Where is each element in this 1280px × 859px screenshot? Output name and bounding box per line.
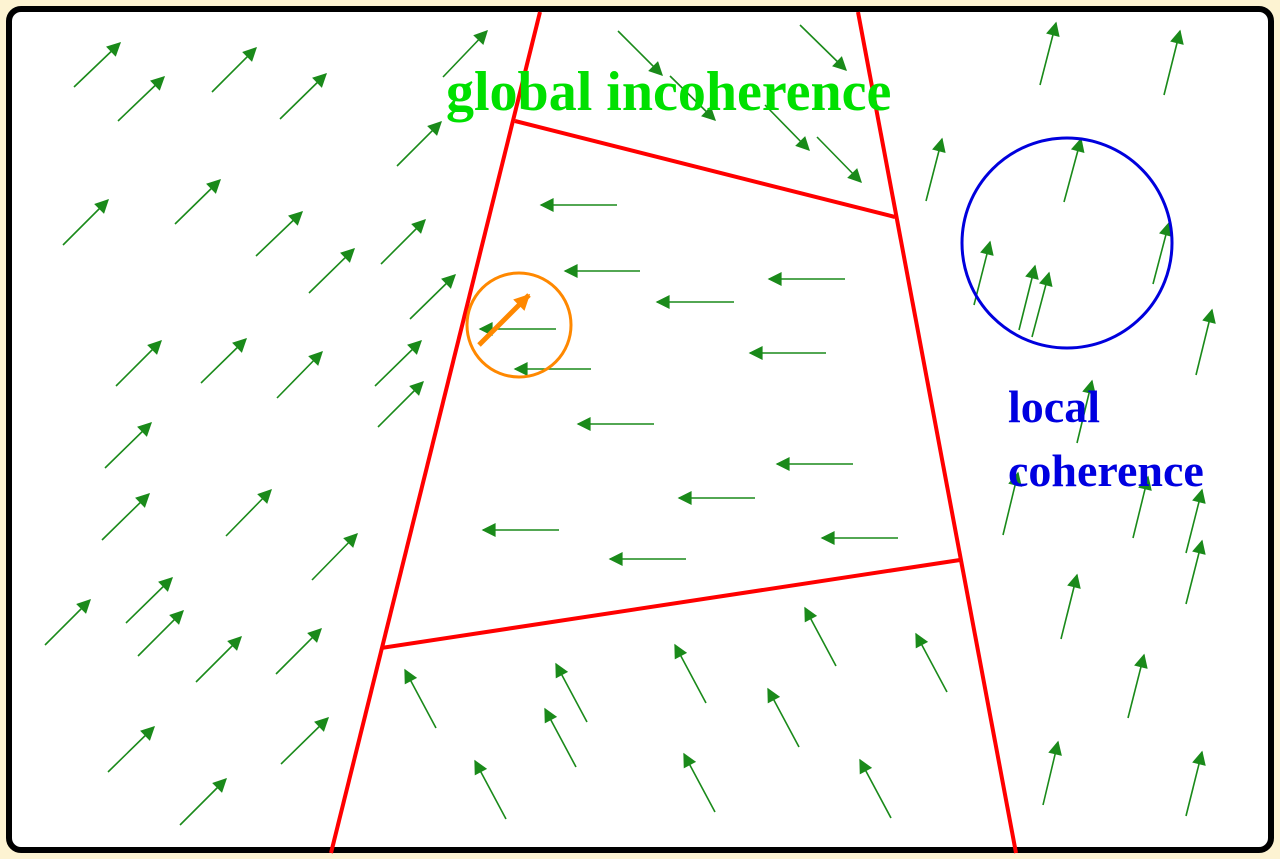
- arrow-icon: [107, 726, 156, 773]
- arrow-icon: [674, 643, 707, 704]
- arrow-icon: [764, 104, 810, 152]
- right-boundary-line: [856, 11, 1018, 854]
- arrow-icon: [280, 717, 330, 765]
- arrow-icon: [211, 47, 257, 93]
- local-coherence-label-line1: local: [1008, 381, 1100, 432]
- arrow-icon: [125, 577, 174, 624]
- arrow-icon: [1152, 221, 1173, 285]
- arrow-icon: [1195, 308, 1216, 376]
- arrow-icon: [669, 75, 717, 121]
- arrow-icon: [380, 219, 426, 265]
- arrow-icon: [404, 668, 437, 729]
- arrow-icon: [225, 488, 272, 537]
- arrow-icon: [1063, 137, 1085, 203]
- local-coherence-circle: [960, 136, 1174, 350]
- arrow-icon: [555, 662, 588, 723]
- arrow-icon: [311, 532, 358, 581]
- arrow-icon: [544, 707, 577, 768]
- local-coherence-label-line2: coherence: [1008, 445, 1204, 496]
- arrow-icon: [276, 350, 323, 399]
- arrow-icon: [409, 274, 457, 320]
- global-incoherence-label: global incoherence: [446, 61, 892, 123]
- arrow-icon: [255, 211, 304, 257]
- highlighted-arrow-icon: [477, 293, 531, 347]
- vector-arrows: [44, 21, 1216, 826]
- arrow-icon: [279, 73, 328, 120]
- arrow-icon: [195, 636, 242, 683]
- arrow-icon: [115, 340, 162, 387]
- left-boundary-line: [329, 11, 542, 854]
- arrow-icon: [174, 179, 222, 225]
- top-cross-line: [514, 119, 896, 219]
- arrow-icon: [1039, 21, 1060, 86]
- highlight-circle: [465, 271, 573, 379]
- arrow-icon: [767, 687, 800, 748]
- arrow-icon: [816, 136, 862, 184]
- arrow-icon: [1018, 264, 1039, 331]
- arrow-icon: [1002, 471, 1022, 536]
- arrow-icon: [474, 759, 507, 820]
- arrow-icon: [1076, 379, 1096, 444]
- arrow-icon: [101, 493, 151, 541]
- arrow-icon: [200, 338, 248, 384]
- arrow-icon: [1185, 488, 1206, 554]
- arrow-icon: [1031, 271, 1053, 338]
- region-boundaries: [329, 11, 1018, 854]
- arrow-icon: [1132, 475, 1152, 539]
- arrow-icon: [683, 752, 716, 813]
- arrow-icon: [1185, 539, 1206, 605]
- arrow-icon: [1185, 750, 1206, 817]
- arrow-icon: [1042, 740, 1062, 806]
- arrow-icon: [442, 29, 488, 78]
- arrow-icon: [804, 606, 837, 667]
- frame: [6, 6, 1274, 853]
- arrow-icon: [44, 599, 91, 646]
- arrow-icon: [396, 121, 442, 167]
- arrow-icon: [377, 381, 424, 428]
- arrow-icon: [925, 137, 946, 202]
- bottom-cross-line: [380, 558, 961, 650]
- arrow-icon: [137, 610, 184, 657]
- arrow-icon: [104, 422, 153, 469]
- arrow-icon: [73, 42, 122, 88]
- arrow-icon: [308, 248, 356, 294]
- arrow-icon: [374, 340, 423, 387]
- arrow-icon: [275, 628, 322, 675]
- arrow-icon: [117, 76, 166, 122]
- arrow-icon: [1060, 573, 1081, 640]
- arrow-icon: [1127, 653, 1148, 719]
- arrow-icon: [617, 30, 663, 76]
- arrow-icon: [915, 632, 948, 693]
- arrow-icon: [1163, 29, 1184, 96]
- arrow-icon: [62, 199, 109, 246]
- arrow-icon: [179, 778, 227, 826]
- arrow-icon: [859, 758, 892, 819]
- arrow-icon: [799, 24, 848, 71]
